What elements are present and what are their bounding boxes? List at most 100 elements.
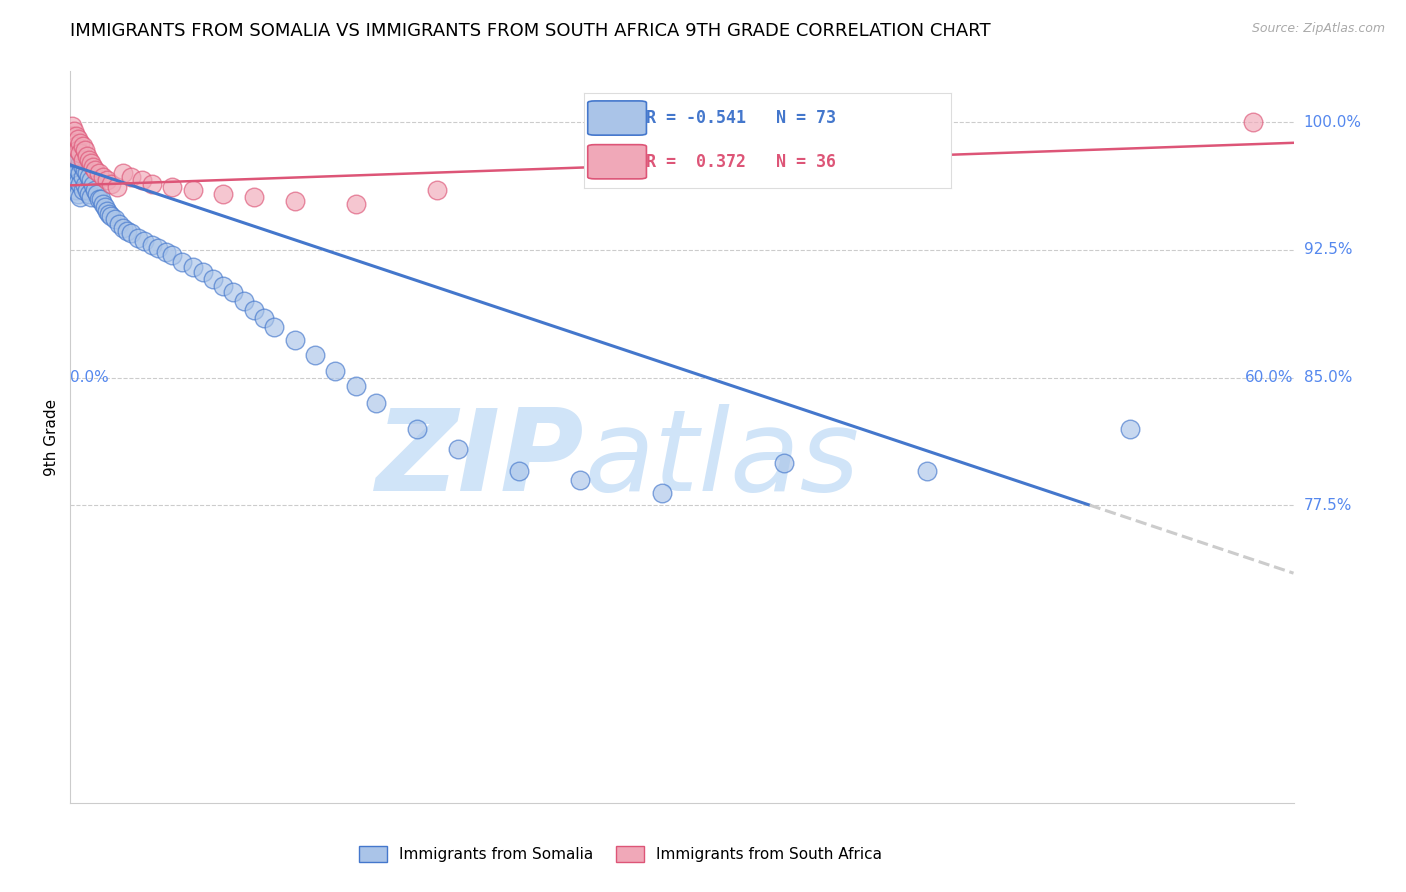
- Point: [105, 180, 128, 194]
- Point: [63, 166, 86, 180]
- Point: [243, 190, 266, 204]
- Point: [60, 128, 83, 143]
- Point: [162, 180, 183, 194]
- Point: [90, 192, 112, 206]
- Point: [915, 464, 938, 478]
- Point: [155, 244, 177, 259]
- Point: [69, 156, 91, 170]
- Point: [172, 255, 194, 269]
- Point: [100, 209, 122, 223]
- Point: [87, 192, 110, 206]
- Point: [127, 231, 149, 245]
- Point: [284, 194, 307, 208]
- Text: 60.0%: 60.0%: [1246, 370, 1294, 384]
- Point: [568, 473, 592, 487]
- Point: [426, 183, 449, 197]
- Point: [60, 158, 83, 172]
- Point: [263, 319, 285, 334]
- Point: [69, 146, 91, 161]
- Point: [284, 333, 307, 347]
- Point: [222, 285, 245, 300]
- Point: [191, 265, 214, 279]
- Point: [100, 177, 122, 191]
- Text: Source: ZipAtlas.com: Source: ZipAtlas.com: [1251, 22, 1385, 36]
- Point: [67, 143, 90, 157]
- Point: [212, 186, 235, 201]
- Point: [162, 248, 183, 262]
- Point: [77, 169, 100, 184]
- Point: [77, 186, 100, 201]
- Text: 85.0%: 85.0%: [1303, 370, 1353, 385]
- Point: [67, 153, 90, 167]
- Point: [121, 226, 143, 240]
- Point: [212, 278, 235, 293]
- Point: [253, 311, 276, 326]
- Point: [243, 302, 266, 317]
- Legend: Immigrants from Somalia, Immigrants from South Africa: Immigrants from Somalia, Immigrants from…: [353, 840, 889, 868]
- Point: [65, 163, 87, 178]
- Point: [117, 224, 139, 238]
- Point: [79, 173, 103, 187]
- Point: [146, 241, 169, 255]
- Point: [132, 235, 155, 249]
- Point: [79, 156, 103, 170]
- Point: [773, 456, 796, 470]
- Point: [67, 132, 90, 146]
- Point: [104, 212, 127, 227]
- Point: [86, 186, 108, 201]
- Point: [202, 272, 225, 286]
- Point: [65, 153, 87, 167]
- Point: [67, 186, 90, 201]
- Point: [79, 190, 103, 204]
- Point: [76, 183, 98, 197]
- Point: [131, 173, 153, 187]
- Point: [65, 149, 87, 163]
- Point: [232, 293, 254, 308]
- Point: [112, 220, 135, 235]
- Point: [63, 149, 86, 163]
- Point: [63, 136, 86, 150]
- Text: 100.0%: 100.0%: [1303, 115, 1362, 130]
- Point: [65, 139, 87, 153]
- Point: [181, 183, 204, 197]
- Point: [72, 160, 94, 174]
- Point: [447, 442, 470, 456]
- Point: [344, 379, 367, 393]
- Point: [108, 218, 131, 232]
- Text: atlas: atlas: [583, 403, 859, 515]
- Point: [73, 163, 96, 178]
- Point: [141, 177, 163, 191]
- Point: [87, 166, 110, 180]
- Point: [67, 175, 90, 189]
- Point: [98, 207, 121, 221]
- Point: [344, 197, 367, 211]
- Text: 92.5%: 92.5%: [1303, 243, 1353, 258]
- Point: [82, 178, 104, 193]
- Point: [121, 169, 143, 184]
- Point: [91, 197, 114, 211]
- Point: [366, 396, 388, 410]
- Point: [323, 364, 347, 378]
- Point: [1241, 115, 1264, 129]
- Point: [65, 169, 87, 184]
- Point: [650, 486, 672, 500]
- Y-axis label: 9th Grade: 9th Grade: [44, 399, 59, 475]
- Point: [69, 177, 91, 191]
- Point: [96, 203, 118, 218]
- Point: [73, 143, 96, 157]
- Point: [72, 139, 94, 153]
- Point: [63, 124, 86, 138]
- Point: [181, 260, 204, 274]
- Point: [82, 160, 104, 174]
- Point: [96, 173, 118, 187]
- Point: [406, 421, 429, 435]
- Point: [63, 175, 86, 189]
- Point: [69, 166, 91, 180]
- Point: [76, 166, 98, 180]
- Point: [83, 183, 105, 197]
- Point: [72, 153, 94, 167]
- Point: [83, 163, 105, 178]
- Point: [76, 149, 98, 163]
- Point: [69, 190, 91, 204]
- Point: [91, 169, 114, 184]
